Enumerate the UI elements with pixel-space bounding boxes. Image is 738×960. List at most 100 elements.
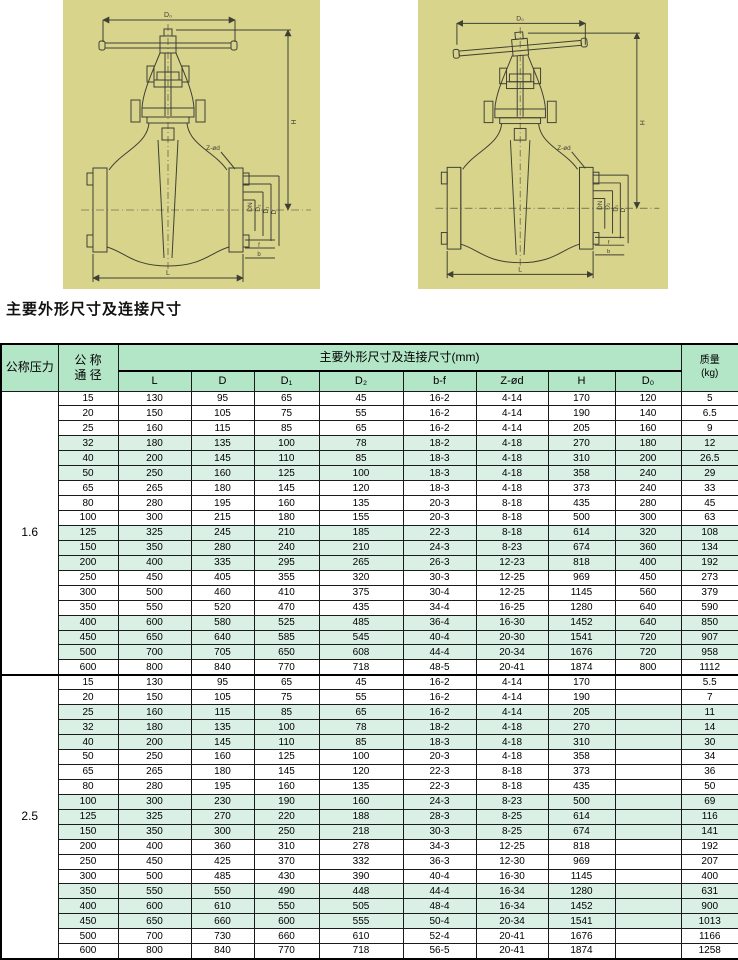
- cell-dim: 52-4: [402, 928, 477, 945]
- cell-dim: 24-3: [402, 793, 477, 810]
- cell-dim: 610: [318, 928, 404, 945]
- cell-dim: 20-34: [475, 913, 549, 930]
- cell-dim: 12-25: [475, 838, 549, 855]
- cell-dim: 280: [190, 539, 255, 556]
- cell-dim: 320: [614, 524, 682, 541]
- cell-dim: 30-4: [402, 584, 477, 601]
- cell-dim: [614, 928, 682, 945]
- cell-dim: 718: [318, 659, 404, 676]
- table-row: 65 265 180 145 120 18-3 4-18 373 240 33: [1, 480, 738, 497]
- cell-dim: 360: [614, 539, 682, 556]
- cell-dim: 295: [253, 554, 320, 571]
- cell-dn: 32: [57, 719, 119, 736]
- dim-label-l: L: [166, 270, 170, 277]
- cell-dim: 85: [318, 450, 404, 467]
- cell-dim: 270: [547, 719, 616, 736]
- cell-dim: 200: [614, 450, 682, 467]
- cell-dim: 130: [117, 673, 192, 691]
- table-row: 25 160 115 85 65 16-2 4-14 205 11: [1, 704, 738, 721]
- cell-dim: 30-3: [402, 823, 477, 840]
- cell-dim: 580: [190, 614, 255, 631]
- cell-dim: 800: [614, 659, 682, 676]
- table-row: 80 280 195 160 135 22-3 8-18 435 50: [1, 778, 738, 795]
- cell-dim: 210: [253, 524, 320, 541]
- cell-dim: 730: [190, 928, 255, 945]
- dimension-table: 公称压力 公 称 通 径 主要外形尺寸及连接尺寸(mm) 质量 (kg) L D…: [0, 343, 738, 960]
- table-row: 350 550 550 490 448 44-4 16-34 1280 631: [1, 883, 738, 900]
- handwheel-group: [452, 31, 588, 59]
- cell-dim: 22-3: [402, 763, 477, 780]
- table-row: 65 265 180 145 120 22-3 8-18 373 36: [1, 763, 738, 780]
- cell-dim: 4-18: [475, 480, 549, 497]
- cell-dn: 25: [57, 704, 119, 721]
- table-row: 50 250 160 125 100 20-3 4-18 358 34: [1, 749, 738, 765]
- cell-dim: 30-3: [402, 569, 477, 586]
- cell-dim: 45: [318, 390, 404, 407]
- cell-dim: 969: [547, 569, 616, 586]
- cell-mass: 63: [680, 510, 738, 526]
- cell-dim: 135: [190, 435, 255, 452]
- cell-dim: 16-30: [475, 868, 549, 885]
- cell-dim: 16-2: [402, 689, 477, 706]
- cell-dim: 430: [253, 868, 320, 885]
- cell-dim: 115: [190, 420, 255, 437]
- cell-mass: 631: [680, 883, 738, 900]
- cell-dim: 650: [117, 913, 192, 930]
- table-row: 150 350 300 250 218 30-3 8-25 674 141: [1, 823, 738, 840]
- cell-dim: 55: [318, 405, 404, 422]
- header-col-D0: D₀: [614, 370, 682, 392]
- cell-dim: 36-3: [402, 853, 477, 870]
- cell-dim: 640: [614, 614, 682, 631]
- cell-dim: [614, 689, 682, 706]
- cell-dim: [614, 913, 682, 930]
- cell-dim: 48-5: [402, 659, 477, 676]
- cell-mass: 36: [680, 763, 738, 780]
- table-row: 20 150 105 75 55 16-2 4-14 190 7: [1, 689, 738, 706]
- cell-dim: 818: [547, 838, 616, 855]
- cell-mass: 1112: [680, 659, 738, 676]
- cell-dn: 150: [57, 823, 119, 840]
- dim-label-h: H: [291, 119, 298, 124]
- cell-dim: 16-2: [402, 704, 477, 721]
- cell-dim: 650: [253, 644, 320, 661]
- cell-mass: 590: [680, 599, 738, 616]
- cell-dim: 78: [318, 719, 404, 736]
- cell-dim: 8-18: [475, 524, 549, 541]
- cell-dim: 180: [253, 510, 320, 526]
- cell-dim: 95: [190, 673, 255, 691]
- cell-dim: 125: [253, 749, 320, 765]
- cell-dim: 160: [318, 793, 404, 810]
- cell-dim: 45: [318, 673, 404, 691]
- cell-mass: 1258: [680, 943, 738, 960]
- cell-dim: 12-30: [475, 853, 549, 870]
- cell-dim: 4-18: [475, 719, 549, 736]
- cell-dim: 75: [253, 689, 320, 706]
- header-pressure: 公称压力: [0, 343, 59, 392]
- cell-dim: 400: [117, 838, 192, 855]
- cell-dim: 320: [318, 569, 404, 586]
- cell-mass: 45: [680, 495, 738, 511]
- table-row: 2.5 15 130 95 65 45 16-2 4-14 170 5.5: [0, 673, 738, 960]
- dim-label-b: b: [257, 252, 261, 258]
- cell-mass: 116: [680, 808, 738, 825]
- cell-dim: 1280: [547, 883, 616, 900]
- diagram-panel-left: D₀ H Z-ød D D₁ D₂ DN L f b: [63, 0, 320, 289]
- cell-dim: 410: [253, 584, 320, 601]
- cell-mass: 69: [680, 793, 738, 810]
- cell-dim: 700: [117, 644, 192, 661]
- cell-dim: 660: [253, 928, 320, 945]
- cell-dim: 4-18: [475, 734, 549, 750]
- cell-dim: 140: [614, 405, 682, 422]
- cell-dim: 614: [547, 808, 616, 825]
- table-row: 300 500 485 430 390 40-4 16-30 1145 400: [1, 868, 738, 885]
- header-diameter-line1: 公 称: [74, 352, 102, 367]
- cell-dim: 332: [318, 853, 404, 870]
- cell-dim: 300: [614, 510, 682, 526]
- cell-dim: 18-3: [402, 450, 477, 467]
- cell-dim: 770: [253, 659, 320, 676]
- cell-dim: 1280: [547, 599, 616, 616]
- header-col-D: D: [190, 370, 255, 392]
- cell-dim: 8-25: [475, 808, 549, 825]
- cell-dim: 500: [117, 584, 192, 601]
- cell-dim: 400: [117, 554, 192, 571]
